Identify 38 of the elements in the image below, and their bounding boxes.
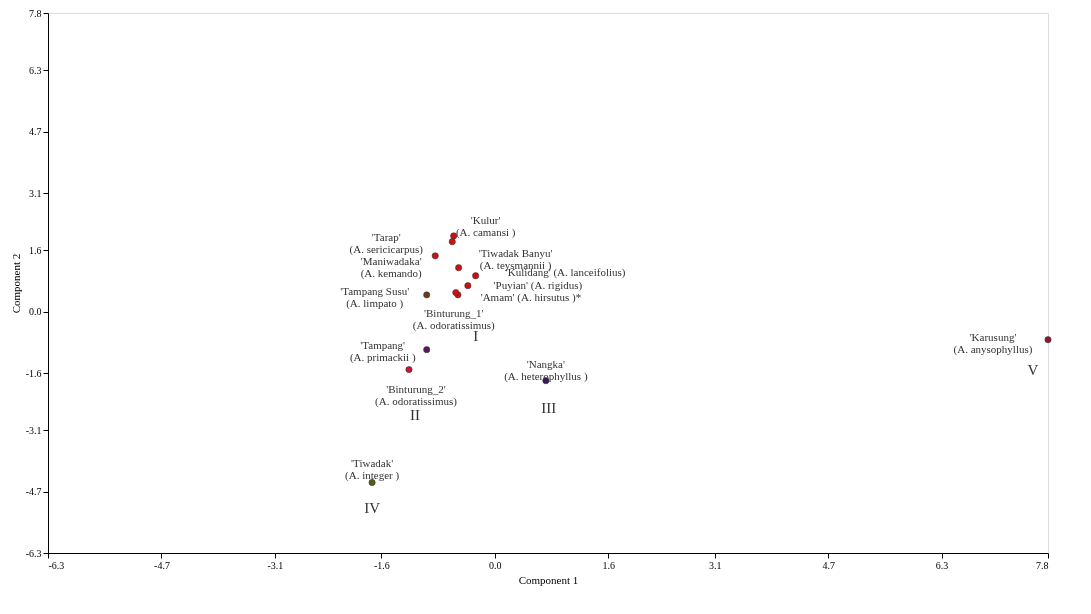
annotation: 'Kulur' (A. camansi ) xyxy=(455,213,516,239)
y-tick-label: 1.6 xyxy=(29,244,42,256)
annotation: 'Tampang' (A. primackii ) xyxy=(349,338,416,364)
annotation: V xyxy=(1027,361,1039,378)
x-tick-label: -6.3 xyxy=(48,559,65,571)
y-tick-label: 0.0 xyxy=(29,306,42,318)
annotation: 'Amam' (A. hirsutus )* xyxy=(480,290,582,304)
x-tick-label: 0.0 xyxy=(489,559,502,571)
y-tick-label: 6.3 xyxy=(29,64,42,76)
x-tick-label: -4.7 xyxy=(154,559,170,571)
x-tick-label: 3.1 xyxy=(708,559,722,571)
annotation: 'Karusung' (A. anysophyllus) xyxy=(953,330,1033,356)
y-axis-title: Component 2 xyxy=(9,253,22,314)
annotation: 'Binturung_2' (A. odoratissimus) xyxy=(375,382,458,408)
annotation: 'Binturung_1' (A. odoratissimus) xyxy=(412,306,496,332)
y-tick-label: -6.3 xyxy=(25,547,42,559)
y-tick-label: 7.8 xyxy=(29,7,42,19)
annotation: 'Tarap' (A. sericicarpus) xyxy=(349,230,424,256)
x-tick-label: -1.6 xyxy=(373,559,390,571)
x-tick-label: 4.7 xyxy=(822,559,835,571)
annotation: II xyxy=(409,406,420,423)
annotation: 'Tampang Susu' (A. limpato ) xyxy=(340,284,410,310)
annotation: III xyxy=(541,399,557,416)
annotation: 'Puyian' (A. rigidus) xyxy=(493,278,583,292)
y-tick-label: -3.1 xyxy=(25,424,42,436)
y-tick-label: -1.6 xyxy=(25,367,42,379)
x-tick-label: 7.8 xyxy=(1036,559,1049,571)
y-tick-label: -4.7 xyxy=(25,486,42,498)
x-axis-title: Component 1 xyxy=(518,573,579,586)
y-tick-label: 4.7 xyxy=(29,126,42,138)
annotation: 'Tiwadak' (A. integer ) xyxy=(345,456,400,482)
x-tick-label: 1.6 xyxy=(602,559,616,571)
annotation: 'Tiwadak Banyu' (A. teysmannii ) xyxy=(478,246,553,272)
y-tick-label: 3.1 xyxy=(29,187,42,199)
x-tick-label: 6.3 xyxy=(935,559,949,571)
annotation: IV xyxy=(364,499,381,516)
annotation: 'Maniwadaka' (A. kemando) xyxy=(360,254,423,280)
x-tick-label: -3.1 xyxy=(267,559,284,571)
